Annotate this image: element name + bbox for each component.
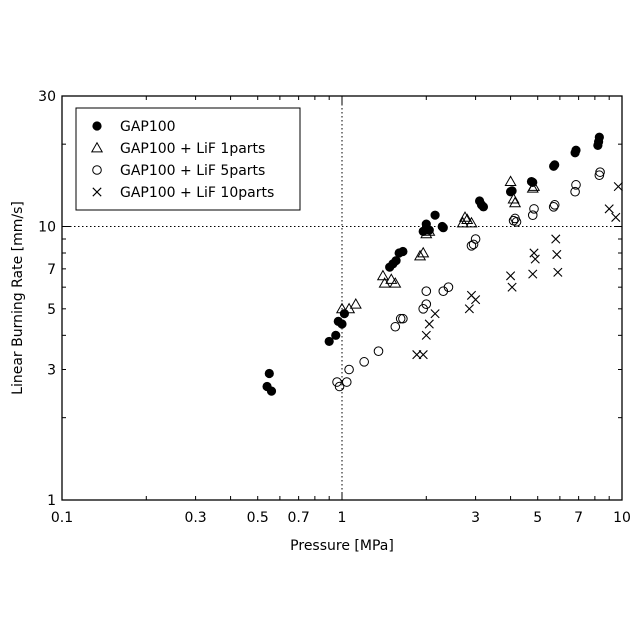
data-point	[340, 309, 348, 317]
data-point	[325, 337, 333, 345]
x-tick-label: 10	[613, 510, 631, 526]
y-tick-label: 3	[47, 363, 56, 379]
legend-label: GAP100 + LiF 5parts	[120, 163, 265, 179]
x-tick-label: 7	[574, 510, 583, 526]
y-axis-title: Linear Burning Rate [mm/s]	[10, 201, 26, 395]
x-tick-label: 0.7	[287, 510, 309, 526]
y-tick-label: 30	[38, 89, 56, 105]
y-tick-label: 7	[47, 262, 56, 278]
data-point	[265, 369, 273, 377]
x-tick-label: 0.3	[184, 510, 206, 526]
y-tick-label: 1	[47, 493, 56, 509]
data-point	[399, 247, 407, 255]
legend-label: GAP100 + LiF 10parts	[120, 185, 274, 201]
data-point	[508, 187, 516, 195]
x-axis-title: Pressure [MPa]	[290, 538, 394, 554]
x-tick-label: 0.1	[51, 510, 73, 526]
x-tick-label: 3	[471, 510, 480, 526]
legend-label: GAP100 + LiF 1parts	[120, 141, 265, 157]
data-point	[551, 161, 559, 169]
data-point	[595, 133, 603, 141]
data-point	[338, 320, 346, 328]
data-point	[431, 211, 439, 219]
legend-marker	[93, 122, 101, 130]
x-tick-label: 1	[338, 510, 347, 526]
data-point	[392, 256, 400, 264]
data-point	[267, 387, 275, 395]
x-tick-label: 0.5	[247, 510, 269, 526]
data-point	[479, 203, 487, 211]
data-point	[572, 146, 580, 154]
y-tick-label: 10	[38, 219, 56, 235]
data-point	[332, 331, 340, 339]
data-point	[439, 223, 447, 231]
y-tick-label: 5	[47, 302, 56, 318]
legend: GAP100 GAP100 + LiF 1parts GAP100 + LiF 5p…	[76, 108, 300, 210]
x-tick-label: 5	[533, 510, 542, 526]
legend-label: GAP100	[120, 119, 176, 135]
